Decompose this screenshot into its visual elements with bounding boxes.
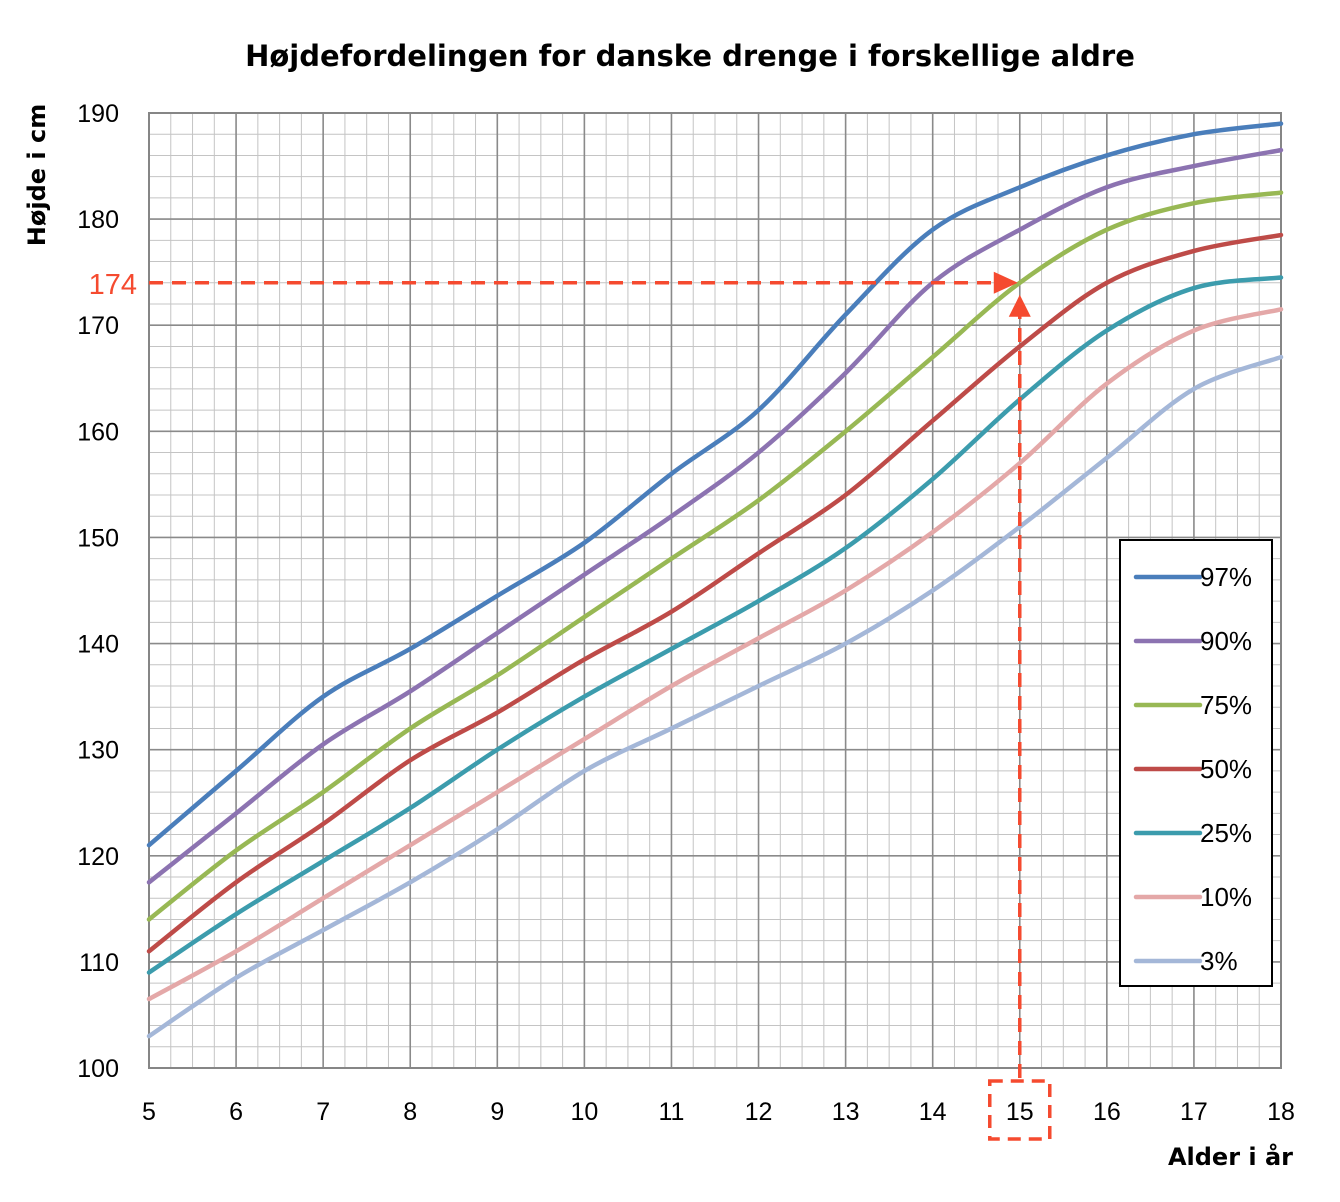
series-line-3pct: [146, 354, 1284, 1039]
y-axis-ticks: 100 110 120 130 140 150 160 170 180 190: [77, 100, 119, 1083]
series-line-50pct: [146, 232, 1284, 954]
x-tick-label: 6: [229, 1098, 243, 1126]
y-tick-label: 160: [77, 418, 119, 446]
y-tick-label: 180: [77, 206, 119, 234]
series-line-25pct: [146, 275, 1284, 975]
series-lines: [146, 121, 1284, 1039]
series-line-90pct: [146, 147, 1284, 885]
annotation-label: 174: [89, 269, 137, 301]
annotation-174: 174: [89, 269, 1052, 1141]
y-tick-label: 170: [77, 312, 119, 340]
series-line-75pct: [146, 190, 1284, 922]
x-tick-label: 11: [658, 1098, 684, 1126]
x-tick-label: 17: [1180, 1098, 1208, 1126]
y-tick-label: 110: [79, 949, 119, 977]
y-axis-label: Højde i cm: [23, 104, 51, 246]
x-axis-ticks: 5 6 7 8 9 10 11 12 13 14 15 16 17 18: [142, 1098, 1295, 1126]
legend-box: [1119, 539, 1273, 987]
series-line-10pct: [146, 307, 1284, 1002]
x-tick-label: 9: [490, 1098, 504, 1126]
legend-entry-label: 3%: [1200, 946, 1238, 976]
y-tick-label: 150: [77, 524, 119, 552]
x-tick-label: 15: [1006, 1098, 1034, 1126]
x-tick-label: 10: [570, 1098, 598, 1126]
x-tick-label: 14: [919, 1098, 947, 1126]
x-tick-label: 12: [745, 1098, 773, 1126]
y-tick-label: 120: [77, 843, 119, 871]
legend-entry-label: 90%: [1200, 626, 1252, 656]
x-tick-label: 18: [1267, 1098, 1295, 1126]
y-tick-label: 130: [77, 737, 119, 765]
annotation-x-highlight: [988, 1079, 1052, 1141]
legend-entry-label: 50%: [1200, 754, 1252, 784]
x-tick-label: 8: [403, 1098, 417, 1126]
x-axis-label: Alder i år: [1168, 1142, 1293, 1171]
chart-title: Højdefordelingen for danske drenge i for…: [245, 39, 1135, 73]
legend: 97% 90% 75% 50% 25% 10% 3%: [1119, 539, 1273, 987]
legend-entry-label: 10%: [1200, 882, 1252, 912]
x-tick-label: 16: [1093, 1098, 1121, 1126]
minor-grid: [148, 112, 1282, 1069]
series-line-97pct: [146, 121, 1284, 848]
y-tick-label: 140: [77, 631, 119, 659]
x-tick-label: 7: [316, 1098, 330, 1126]
legend-entry-label: 75%: [1200, 690, 1252, 720]
x-tick-label: 13: [832, 1098, 860, 1126]
legend-entry-label: 97%: [1200, 562, 1252, 592]
y-tick-label: 100: [77, 1055, 119, 1083]
plot-frame: [148, 112, 1282, 1069]
annotation-arrow-up: [1008, 294, 1031, 317]
legend-entry-label: 25%: [1200, 818, 1252, 848]
annotation-arrow-right: [993, 271, 1018, 294]
y-tick-label: 190: [77, 100, 119, 128]
x-tick-label: 5: [142, 1098, 156, 1126]
